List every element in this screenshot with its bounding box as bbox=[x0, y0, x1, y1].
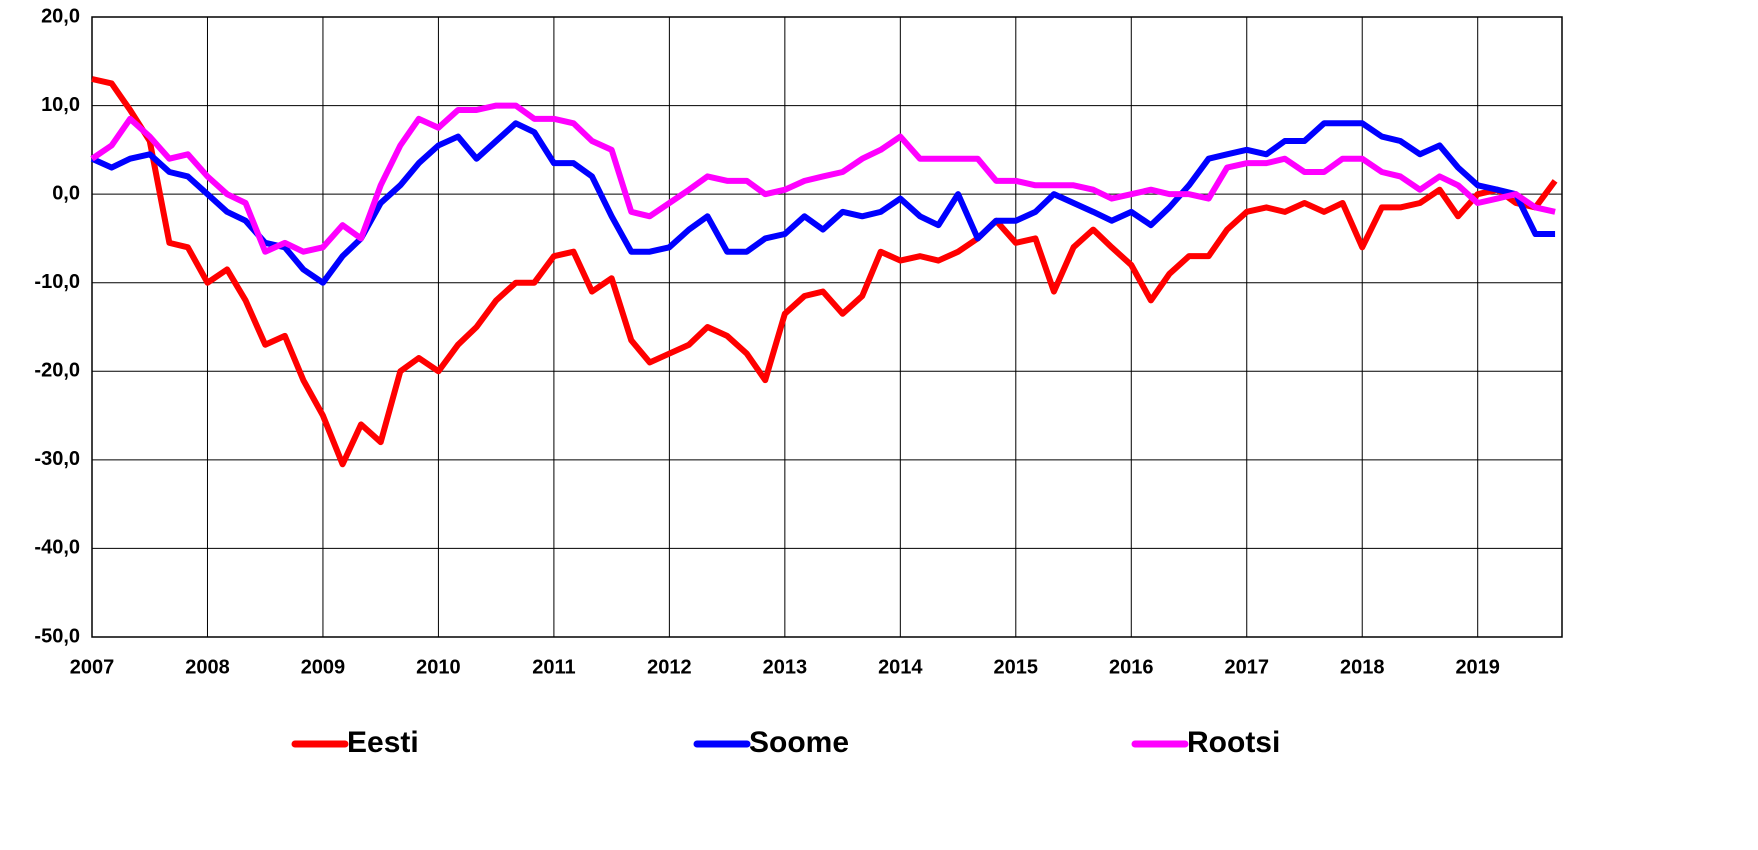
legend-label: Eesti bbox=[347, 726, 419, 759]
plot-border bbox=[91, 16, 1563, 638]
y-tick-label: 0,0 bbox=[52, 182, 80, 204]
x-tick-label: 2008 bbox=[185, 656, 230, 678]
legend-label: Rootsi bbox=[1187, 726, 1280, 759]
x-tick-label: 2013 bbox=[763, 656, 808, 678]
x-tick-label: 2017 bbox=[1225, 656, 1270, 678]
x-tick-label: 2016 bbox=[1109, 656, 1154, 678]
x-tick-label: 2007 bbox=[70, 656, 115, 678]
y-tick-label: -50,0 bbox=[34, 625, 80, 647]
x-tick-label: 2009 bbox=[301, 656, 346, 678]
x-tick-label: 2014 bbox=[878, 656, 923, 678]
x-tick-label: 2010 bbox=[416, 656, 461, 678]
legend-label: Soome bbox=[749, 726, 849, 759]
y-tick-label: 20,0 bbox=[41, 5, 80, 27]
y-tick-label: 10,0 bbox=[41, 94, 80, 116]
series-line bbox=[90, 120, 1556, 286]
y-tick-label: -40,0 bbox=[34, 537, 80, 559]
x-tick-label: 2018 bbox=[1340, 656, 1385, 678]
x-tick-label: 2015 bbox=[994, 656, 1039, 678]
x-tick-label: 2011 bbox=[532, 656, 575, 678]
series-line bbox=[90, 102, 1556, 255]
series-line bbox=[91, 76, 1558, 468]
x-tick-label: 2012 bbox=[647, 656, 692, 678]
y-tick-label: -30,0 bbox=[34, 448, 80, 470]
y-tick-label: -10,0 bbox=[34, 271, 80, 293]
y-tick-label: -20,0 bbox=[34, 360, 80, 382]
x-tick-label: 2019 bbox=[1455, 656, 1500, 678]
